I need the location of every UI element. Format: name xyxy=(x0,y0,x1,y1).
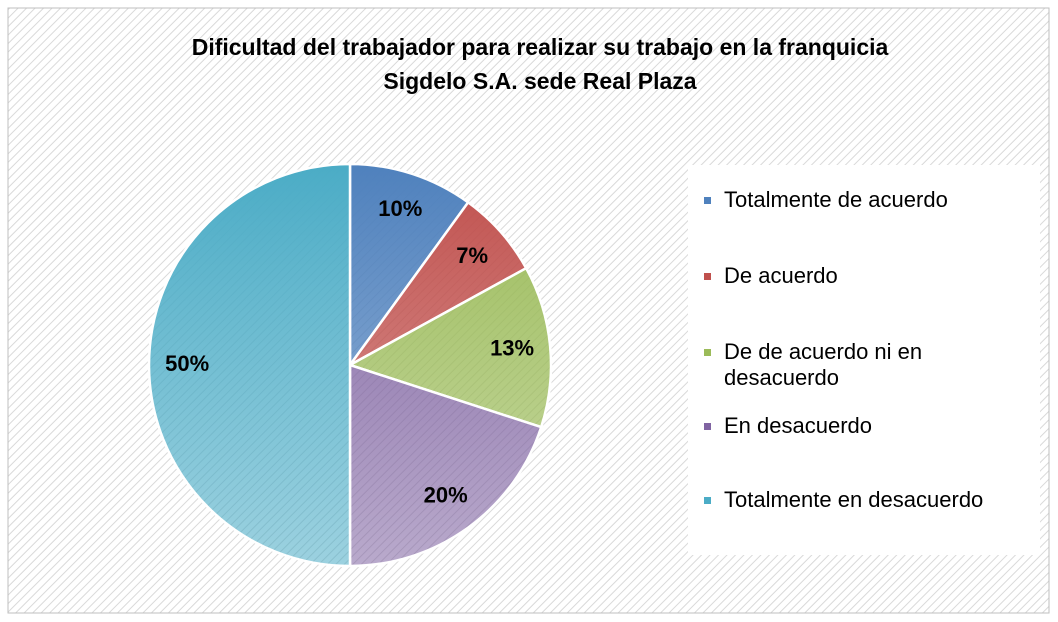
legend: Totalmente de acuerdo De acuerdo De de acu… xyxy=(688,165,1040,555)
chart-title: Dificultad del trabajador para realizar … xyxy=(191,34,889,94)
legend-swatch xyxy=(704,497,711,504)
data-label: 13% xyxy=(490,335,534,360)
data-label: 10% xyxy=(378,196,422,221)
legend-swatch xyxy=(704,273,711,280)
data-label: 20% xyxy=(424,483,468,508)
data-label: 7% xyxy=(456,243,488,268)
pie-slice xyxy=(348,162,470,369)
legend-swatch xyxy=(704,197,711,204)
legend-label: De de acuerdo ni en desacuerdo xyxy=(724,339,923,390)
pie-slice xyxy=(348,363,543,568)
legend-label: Totalmente en desacuerdo xyxy=(724,487,984,512)
legend-swatch xyxy=(704,423,711,430)
legend-swatch xyxy=(704,349,711,356)
legend-label: Totalmente de acuerdo xyxy=(724,187,948,212)
data-label: 50% xyxy=(165,351,209,376)
legend-label: De acuerdo xyxy=(724,263,838,288)
pie-slice xyxy=(346,266,553,429)
pie-slice xyxy=(147,162,352,568)
legend-label: En desacuerdo xyxy=(724,413,872,438)
